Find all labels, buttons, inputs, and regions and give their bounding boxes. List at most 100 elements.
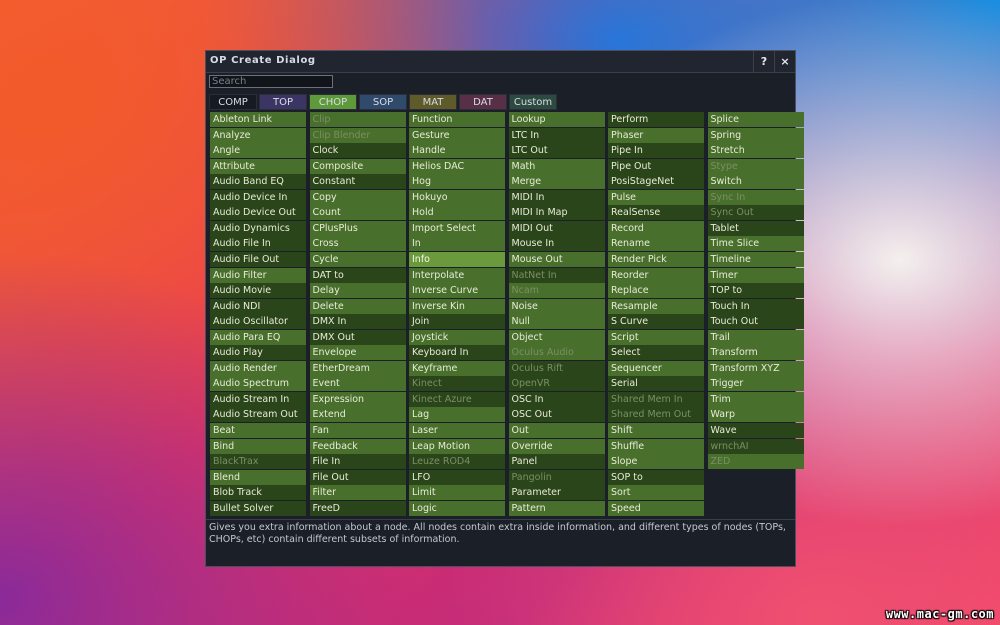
- operator-item-natnet-in[interactable]: NatNet In: [508, 267, 605, 283]
- operator-item-ncam[interactable]: Ncam: [508, 283, 605, 299]
- operator-item-limit[interactable]: Limit: [409, 485, 505, 501]
- title-bar[interactable]: OP Create Dialog ? ×: [206, 51, 795, 73]
- operator-item-audio-movie[interactable]: Audio Movie: [210, 283, 306, 299]
- operator-item-copy[interactable]: Copy: [309, 189, 406, 205]
- operator-item-shift[interactable]: Shift: [608, 423, 704, 438]
- operator-item-render-pick[interactable]: Render Pick: [608, 251, 704, 267]
- operator-item-pangolin[interactable]: Pangolin: [508, 469, 605, 485]
- operator-item-shuffle[interactable]: Shuffle: [608, 438, 704, 454]
- operator-item-audio-render[interactable]: Audio Render: [210, 360, 306, 376]
- operator-item-sop-to[interactable]: SOP to: [608, 469, 704, 485]
- operator-item-select[interactable]: Select: [608, 345, 704, 361]
- operator-item-cross[interactable]: Cross: [309, 236, 406, 252]
- operator-item-realsense[interactable]: RealSense: [608, 205, 704, 221]
- operator-item-cycle[interactable]: Cycle: [309, 251, 406, 267]
- operator-item-stretch[interactable]: Stretch: [707, 143, 804, 159]
- operator-item-osc-in[interactable]: OSC In: [508, 391, 605, 407]
- operator-item-bullet-solver[interactable]: Bullet Solver: [210, 500, 306, 516]
- operator-item-lfo[interactable]: LFO: [409, 469, 505, 485]
- operator-item-audio-file-in[interactable]: Audio File In: [210, 236, 306, 252]
- operator-item-openvr[interactable]: OpenVR: [508, 376, 605, 392]
- operator-item-sort[interactable]: Sort: [608, 485, 704, 501]
- operator-item-trim[interactable]: Trim: [707, 391, 804, 407]
- operator-item-kinect[interactable]: Kinect: [409, 376, 505, 392]
- operator-item-file-out[interactable]: File Out: [309, 469, 406, 485]
- operator-item-s-curve[interactable]: S Curve: [608, 314, 704, 330]
- operator-item-join[interactable]: Join: [409, 314, 505, 330]
- operator-item-shared-mem-in[interactable]: Shared Mem In: [608, 391, 704, 407]
- operator-item-oculus-audio[interactable]: Oculus Audio: [508, 345, 605, 361]
- operator-item-dmx-out[interactable]: DMX Out: [309, 329, 406, 345]
- operator-item-trigger[interactable]: Trigger: [707, 376, 804, 392]
- operator-item-pulse[interactable]: Pulse: [608, 189, 704, 205]
- operator-item-script[interactable]: Script: [608, 329, 704, 345]
- operator-item-shared-mem-out[interactable]: Shared Mem Out: [608, 407, 704, 423]
- operator-item-posistagenet[interactable]: PosiStageNet: [608, 174, 704, 190]
- operator-item-parameter[interactable]: Parameter: [508, 485, 605, 501]
- operator-item-joystick[interactable]: Joystick: [409, 329, 505, 345]
- operator-item-oculus-rift[interactable]: Oculus Rift: [508, 360, 605, 376]
- operator-item-angle[interactable]: Angle: [210, 143, 306, 159]
- operator-item-interpolate[interactable]: Interpolate: [409, 267, 505, 283]
- operator-item-feedback[interactable]: Feedback: [309, 438, 406, 454]
- operator-item-composite[interactable]: Composite: [309, 158, 406, 174]
- operator-item-hokuyo[interactable]: Hokuyo: [409, 189, 505, 205]
- operator-item-dmx-in[interactable]: DMX In: [309, 314, 406, 330]
- operator-item-cplusplus[interactable]: CPlusPlus: [309, 220, 406, 236]
- operator-item-wrnchai[interactable]: wrnchAI: [707, 438, 804, 454]
- operator-item-noise[interactable]: Noise: [508, 298, 605, 314]
- operator-item-blacktrax[interactable]: BlackTrax: [210, 454, 306, 470]
- operator-item-replace[interactable]: Replace: [608, 283, 704, 299]
- operator-item-pipe-out[interactable]: Pipe Out: [608, 158, 704, 174]
- operator-item-info[interactable]: Info: [409, 251, 505, 267]
- operator-item-kinect-azure[interactable]: Kinect Azure: [409, 391, 505, 407]
- operator-item-audio-dynamics[interactable]: Audio Dynamics: [210, 220, 306, 236]
- operator-item-audio-play[interactable]: Audio Play: [210, 345, 306, 361]
- operator-item-ltc-out[interactable]: LTC Out: [508, 143, 605, 159]
- operator-item-fan[interactable]: Fan: [309, 423, 406, 438]
- operator-item-stype[interactable]: Stype: [707, 158, 804, 174]
- operator-item-reorder[interactable]: Reorder: [608, 267, 704, 283]
- operator-item-panel[interactable]: Panel: [508, 454, 605, 470]
- operator-item-zed[interactable]: ZED: [707, 454, 804, 470]
- operator-item-leuze-rod4[interactable]: Leuze ROD4: [409, 454, 505, 470]
- operator-item-rename[interactable]: Rename: [608, 236, 704, 252]
- operator-item-audio-device-out[interactable]: Audio Device Out: [210, 205, 306, 221]
- operator-item-transform-xyz[interactable]: Transform XYZ: [707, 360, 804, 376]
- operator-item-perform[interactable]: Perform: [608, 112, 704, 127]
- operator-item-tablet[interactable]: Tablet: [707, 220, 804, 236]
- operator-item-osc-out[interactable]: OSC Out: [508, 407, 605, 423]
- operator-item-mouse-in[interactable]: Mouse In: [508, 236, 605, 252]
- operator-item-speed[interactable]: Speed: [608, 500, 704, 516]
- operator-item-wave[interactable]: Wave: [707, 423, 804, 438]
- operator-item-ableton-link[interactable]: Ableton Link: [210, 112, 306, 127]
- operator-item-serial[interactable]: Serial: [608, 376, 704, 392]
- operator-item-blend[interactable]: Blend: [210, 469, 306, 485]
- operator-item-bind[interactable]: Bind: [210, 438, 306, 454]
- operator-item-attribute[interactable]: Attribute: [210, 158, 306, 174]
- operator-item-phaser[interactable]: Phaser: [608, 127, 704, 143]
- operator-item-import-select[interactable]: Import Select: [409, 220, 505, 236]
- operator-item-audio-para-eq[interactable]: Audio Para EQ: [210, 329, 306, 345]
- operator-item-lookup[interactable]: Lookup: [508, 112, 605, 127]
- operator-item-count[interactable]: Count: [309, 205, 406, 221]
- operator-item-touch-in[interactable]: Touch In: [707, 298, 804, 314]
- operator-item-transform[interactable]: Transform: [707, 345, 804, 361]
- operator-item-spring[interactable]: Spring: [707, 127, 804, 143]
- operator-item-record[interactable]: Record: [608, 220, 704, 236]
- operator-item-audio-ndi[interactable]: Audio NDI: [210, 298, 306, 314]
- tab-sop[interactable]: SOP: [359, 94, 407, 110]
- operator-item-null[interactable]: Null: [508, 314, 605, 330]
- operator-item-beat[interactable]: Beat: [210, 423, 306, 438]
- operator-item-time-slice[interactable]: Time Slice: [707, 236, 804, 252]
- operator-item-lag[interactable]: Lag: [409, 407, 505, 423]
- operator-item-midi-in[interactable]: MIDI In: [508, 189, 605, 205]
- operator-item-helios-dac[interactable]: Helios DAC: [409, 158, 505, 174]
- operator-item-audio-stream-out[interactable]: Audio Stream Out: [210, 407, 306, 423]
- operator-item-laser[interactable]: Laser: [409, 423, 505, 438]
- operator-item-logic[interactable]: Logic: [409, 500, 505, 516]
- operator-item-sync-out[interactable]: Sync Out: [707, 205, 804, 221]
- operator-item-pipe-in[interactable]: Pipe In: [608, 143, 704, 159]
- operator-item-keyboard-in[interactable]: Keyboard In: [409, 345, 505, 361]
- operator-item-handle[interactable]: Handle: [409, 143, 505, 159]
